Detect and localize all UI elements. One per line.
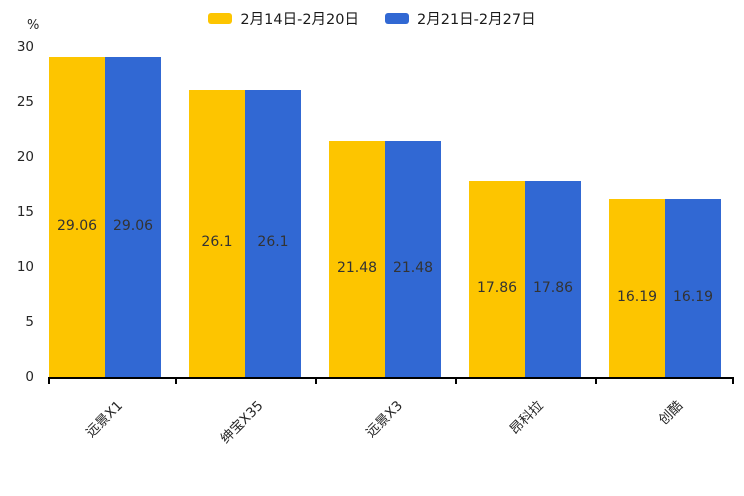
- legend-label-week1: 2月14日-2月20日: [240, 12, 359, 28]
- x-axis-tick: [595, 379, 597, 384]
- y-tick-label: 25: [16, 94, 34, 110]
- chart-legend: 2月14日-2月20日 2月21日-2月27日: [0, 8, 744, 29]
- bar-series1-创酷[interactable]: 16.19: [609, 198, 665, 377]
- legend-item-week1[interactable]: 2月14日-2月20日: [208, 8, 359, 29]
- y-tick-label: 0: [25, 369, 34, 385]
- y-tick-label: 30: [16, 39, 34, 55]
- bar-value-label: 26.1: [201, 234, 233, 251]
- bar-value-label: 17.86: [532, 279, 574, 296]
- y-tick-label: 10: [16, 259, 34, 275]
- y-axis: 0 5 10 15 20 25 30: [0, 39, 34, 385]
- bar-series2-绅宝X35[interactable]: 26.1: [245, 89, 301, 377]
- bar-value-label: 21.48: [336, 259, 378, 276]
- bar-value-label: 16.19: [672, 288, 714, 305]
- x-axis-tick: [48, 379, 50, 384]
- plot-area: 29.06 26.1 21.48 17.86 16.19 29.06 26.1 21.48 17…: [48, 47, 734, 384]
- x-axis-tick: [455, 379, 457, 384]
- legend-item-week2[interactable]: 2月21日-2月27日: [385, 8, 536, 29]
- bar-series2-昂科拉[interactable]: 17.86: [525, 180, 581, 377]
- x-category-label: 远景X1: [83, 397, 127, 441]
- bar-series1-绅宝X35[interactable]: 26.1: [189, 89, 245, 377]
- x-axis-tick: [315, 379, 317, 384]
- bar-value-label: 29.06: [56, 218, 98, 235]
- legend-label-week2: 2月21日-2月27日: [417, 12, 536, 28]
- x-category-label: 远景X3: [363, 397, 407, 441]
- bar-value-label: 16.19: [616, 288, 658, 305]
- x-category-label: 绅宝X35: [217, 397, 267, 447]
- bar-value-label: 21.48: [392, 259, 434, 276]
- bar-series2-创酷[interactable]: 16.19: [665, 198, 721, 377]
- x-axis-labels: 远景X1 绅宝X35 远景X3 昂科拉 创酷: [48, 379, 734, 469]
- y-tick-label: 20: [16, 149, 34, 165]
- y-tick-label: 15: [16, 204, 34, 220]
- legend-swatch-week2-icon: [385, 13, 409, 24]
- bar-series2-远景X3[interactable]: 21.48: [385, 140, 441, 377]
- bar-series1-昂科拉[interactable]: 17.86: [469, 180, 525, 377]
- bar-value-label: 26.1: [257, 234, 289, 251]
- x-axis-tick: [175, 379, 177, 384]
- y-axis-unit-label: %: [27, 18, 40, 33]
- y-tick-label: 5: [25, 314, 34, 330]
- legend-swatch-week1-icon: [208, 13, 233, 24]
- bar-series2-远景X1[interactable]: 29.06: [105, 57, 161, 377]
- bar-value-label: 17.86: [476, 279, 518, 296]
- bar-value-label: 29.06: [112, 218, 154, 235]
- bar-series1-远景X3[interactable]: 21.48: [329, 140, 385, 377]
- bar-series1-远景X1[interactable]: 29.06: [49, 57, 105, 377]
- x-axis-tick: [732, 379, 734, 384]
- x-category-label: 创酷: [655, 397, 687, 429]
- x-category-label: 昂科拉: [506, 397, 547, 438]
